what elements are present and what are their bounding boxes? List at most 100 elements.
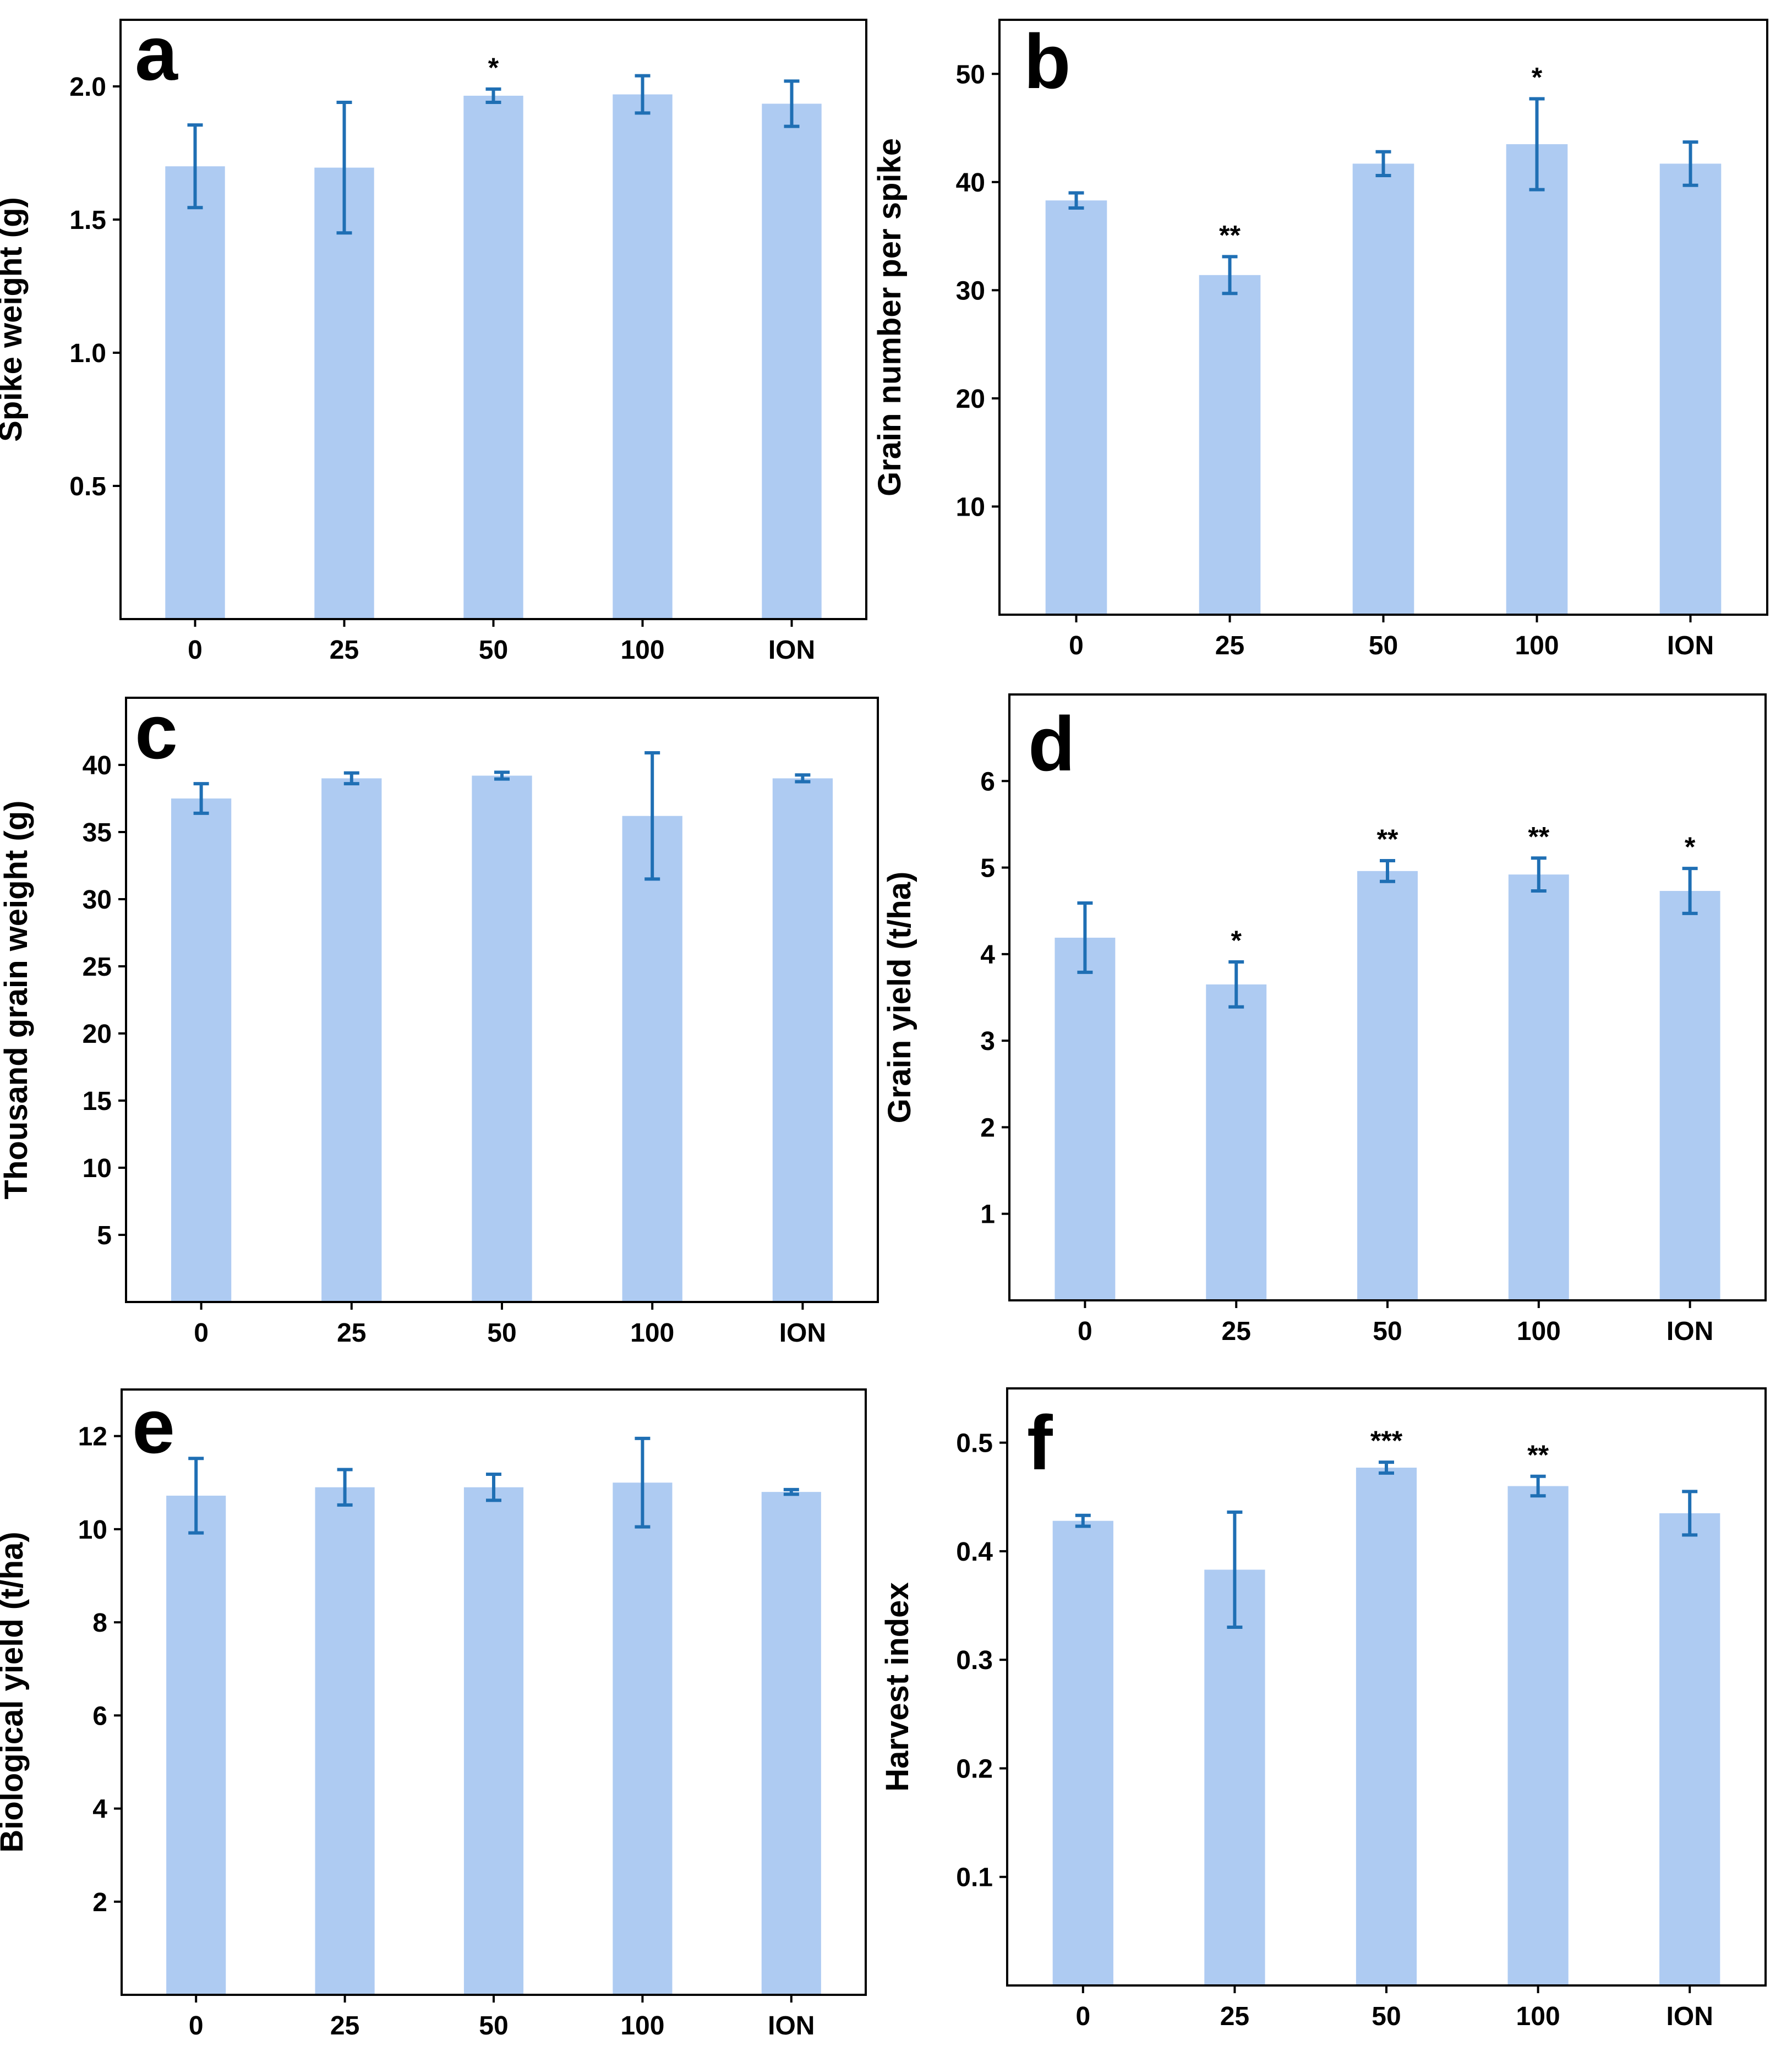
x-tick-label: 0 [1069, 631, 1084, 660]
plot-frame [121, 1388, 867, 1996]
x-tick-label: 50 [479, 2011, 508, 2040]
bar-25 [321, 778, 382, 1302]
y-tick-label: 0.5 [69, 472, 106, 501]
x-tick-label: ION [1667, 1317, 1713, 1346]
x-tick-label: 50 [487, 1319, 516, 1348]
x-tick-label: 100 [620, 2011, 664, 2040]
error-bar-100 [1529, 97, 1545, 192]
bar-100 [613, 1482, 673, 1995]
x-tick-label: 25 [337, 1319, 366, 1348]
significance-label: * [488, 52, 499, 83]
x-tick-label: ION [779, 1319, 826, 1348]
x-tick-label: 100 [1515, 631, 1559, 660]
bar-0 [1052, 1520, 1113, 1985]
panel-letter: d [1028, 701, 1075, 787]
y-tick-label: 2.0 [69, 73, 106, 102]
panel-a: 0 25 * 50 100 ION 0.5 1.0 1.5 2.0 Spike weight (g)… [0, 10, 867, 665]
panel-letter: e [132, 1383, 175, 1469]
y-tick-label: 0.3 [956, 1646, 993, 1675]
y-tick-label: 35 [83, 818, 112, 847]
y-tick-label: 4 [980, 940, 995, 970]
panel-d: 0 * 25 ** 50 ** 100 * ION 1 2 3 4 5 6 Grain yield (t/ha… [882, 693, 1767, 1346]
x-tick-label: 50 [1373, 1317, 1402, 1346]
significance-label: ** [1527, 1440, 1549, 1470]
y-tick-label: 0.5 [956, 1429, 993, 1458]
x-tick-label: 25 [1215, 631, 1244, 660]
error-bar-25 [1222, 255, 1238, 296]
error-bar-50 [1375, 150, 1391, 178]
error-bar-100 [635, 74, 651, 115]
y-tick-label: 1.5 [69, 206, 106, 235]
x-tick-label: 50 [479, 636, 508, 665]
x-tick-label: 0 [188, 636, 203, 665]
significance-label: * [1685, 831, 1696, 862]
bar-0 [1055, 937, 1116, 1300]
y-axis-title: Harvest index [879, 1582, 915, 1791]
significance-label: * [1231, 925, 1242, 956]
bar-ION [1659, 1513, 1720, 1985]
error-bar-100 [644, 751, 660, 881]
significance-label: ** [1377, 824, 1398, 855]
y-tick-label: 40 [83, 751, 112, 780]
panel-e: 0 25 50 100 ION 2 4 6 8 10 12 Biological yield (t/h… [0, 1383, 867, 2040]
y-tick-label: 2 [980, 1113, 995, 1142]
y-tick-label: 15 [83, 1087, 112, 1116]
bar-ION [1659, 891, 1720, 1300]
bar-100 [1506, 144, 1568, 615]
y-axis-title: Grain number per spike [872, 138, 908, 496]
x-tick-label: 0 [1078, 1317, 1092, 1346]
bar-25 [314, 167, 374, 619]
y-tick-label: 12 [78, 1423, 107, 1452]
panel-letter: f [1027, 1399, 1053, 1486]
error-bar-25 [1228, 960, 1244, 1009]
x-tick-label: 50 [1369, 631, 1398, 660]
error-bar-50 [485, 87, 501, 105]
error-bar-50 [494, 770, 510, 781]
bar-0 [171, 798, 232, 1302]
error-bar-ION [1682, 140, 1698, 187]
y-tick-label: 2 [92, 1888, 107, 1917]
y-tick-label: 1 [980, 1200, 995, 1229]
bar-0 [1045, 200, 1107, 615]
error-bar-ION [783, 1487, 799, 1496]
x-tick-label: ION [1667, 2002, 1713, 2031]
error-bar-50 [1380, 858, 1395, 883]
bar-100 [622, 816, 682, 1302]
y-tick-label: 20 [83, 1020, 112, 1049]
error-bar-50 [486, 1473, 501, 1502]
y-tick-label: 5 [97, 1221, 112, 1250]
error-bar-100 [1530, 1474, 1546, 1498]
y-axis-title: Grain yield (t/ha) [882, 872, 917, 1124]
bar-25 [1206, 984, 1267, 1300]
y-tick-label: 50 [956, 60, 985, 89]
x-tick-label: ION [1667, 631, 1714, 660]
bar-100 [1507, 1486, 1569, 1985]
x-tick-label: 0 [1075, 2002, 1090, 2031]
y-axis-title: Thousand grain weight (g) [0, 801, 34, 1200]
y-tick-label: 0.4 [956, 1538, 993, 1567]
y-tick-label: 0.1 [956, 1863, 993, 1892]
bar-ION [772, 778, 833, 1302]
y-tick-label: 6 [980, 767, 995, 796]
bar-25 [1199, 275, 1261, 615]
error-bar-ION [1682, 1490, 1698, 1537]
error-bar-25 [336, 101, 352, 235]
error-bar-25 [337, 1468, 353, 1507]
plot-frame [119, 19, 867, 620]
significance-label: *** [1370, 1425, 1403, 1456]
y-axis-title: Spike weight (g) [0, 197, 29, 442]
significance-label: ** [1219, 220, 1241, 250]
y-tick-label: 25 [83, 953, 112, 982]
x-tick-label: 100 [630, 1319, 674, 1348]
bar-ION [762, 103, 822, 619]
bar-0 [165, 166, 225, 619]
error-bar-100 [1531, 856, 1547, 893]
y-tick-label: 10 [78, 1516, 107, 1545]
y-tick-label: 30 [83, 885, 112, 915]
y-tick-label: 0.2 [956, 1754, 993, 1784]
bar-25 [1204, 1569, 1265, 1985]
bar-ION [761, 1492, 821, 1995]
bar-50 [463, 1487, 524, 1995]
y-tick-label: 6 [92, 1702, 107, 1731]
x-tick-label: 100 [1516, 2002, 1560, 2031]
